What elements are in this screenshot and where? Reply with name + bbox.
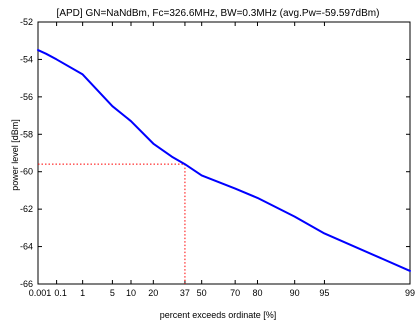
x-tick-label: 80 — [252, 288, 262, 298]
x-tick-label: 10 — [126, 288, 136, 298]
plot-layer: -52 -54 -56 -58 -60 -62 -64 -660.001 0.1 1 5 10 20 37… — [20, 17, 415, 298]
y-tick-label: -62 — [20, 204, 33, 214]
apd-series-line — [37, 49, 411, 272]
x-tick-label: 20 — [148, 288, 158, 298]
x-tick-label: 5 — [110, 288, 115, 298]
y-tick-label: -60 — [20, 167, 33, 177]
y-tick-label: -52 — [20, 17, 33, 27]
x-tick-label: 1 — [80, 288, 85, 298]
y-tick-label: -56 — [20, 92, 33, 102]
chart-title: [APD] GN=NaNdBm, Fc=326.6MHz, BW=0.3MHz … — [57, 8, 380, 19]
y-tick-label: -66 — [20, 279, 33, 289]
x-tick-label: 90 — [290, 288, 300, 298]
x-tick-label: 37 — [180, 288, 190, 298]
y-tick-label: -54 — [20, 54, 33, 64]
x-tick-label: 50 — [197, 288, 207, 298]
x-axis-label: percent exceeds ordinate [%] — [160, 310, 277, 320]
x-tick-label: 99 — [405, 288, 415, 298]
y-tick-label: -64 — [20, 242, 33, 252]
y-axis-label: power level [dBm] — [10, 119, 20, 191]
y-tick-label: -58 — [20, 129, 33, 139]
plot-frame — [37, 21, 411, 285]
x-tick-label: 95 — [319, 288, 329, 298]
x-tick-label: 70 — [230, 288, 240, 298]
x-tick-label: 0.001 — [29, 288, 52, 298]
x-tick-label: 0.1 — [54, 288, 67, 298]
